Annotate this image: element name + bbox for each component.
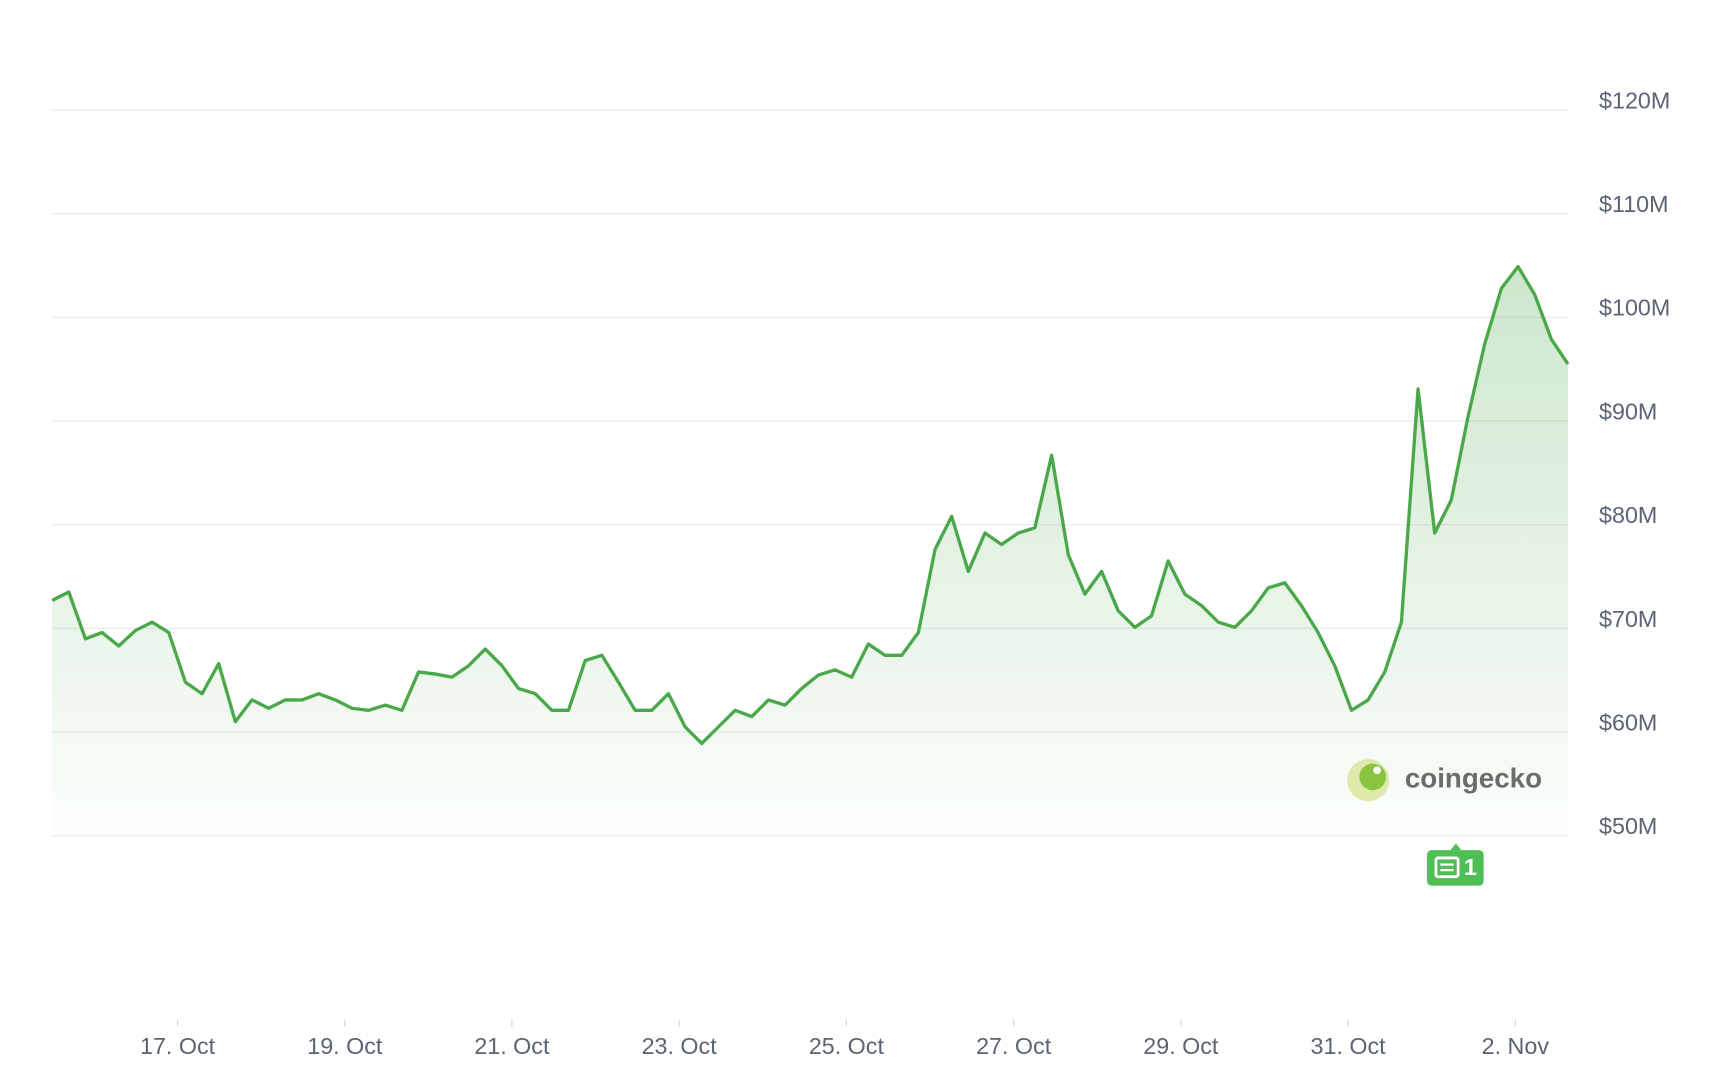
y-tick-label: $90M — [1599, 398, 1657, 424]
x-tick-label: 21. Oct — [474, 1033, 550, 1059]
x-tick-label: 31. Oct — [1311, 1033, 1387, 1059]
y-tick-label: $70M — [1599, 606, 1657, 632]
x-tick-label: 23. Oct — [642, 1033, 718, 1059]
badge-count: 1 — [1464, 854, 1477, 880]
y-tick-label: $50M — [1599, 813, 1657, 839]
y-tick-label: $60M — [1599, 709, 1657, 735]
price-line — [51, 264, 1570, 746]
x-tick-label: 29. Oct — [1143, 1033, 1219, 1059]
y-tick-label: $120M — [1599, 87, 1670, 113]
news-badge[interactable]: 1 — [1427, 843, 1484, 886]
badge-pointer — [1450, 843, 1462, 851]
badge-icon — [1434, 856, 1460, 879]
y-tick-label: $80M — [1599, 502, 1657, 528]
y-tick-label: $100M — [1599, 295, 1670, 321]
x-tick-label: 2. Nov — [1482, 1033, 1550, 1059]
area-fill — [52, 266, 1568, 836]
y-tick-label: $110M — [1599, 191, 1669, 217]
x-tick-label: 19. Oct — [307, 1033, 383, 1059]
x-tick-label: 25. Oct — [809, 1033, 885, 1059]
x-tick-label: 27. Oct — [976, 1033, 1052, 1059]
x-tick-label: 17. Oct — [140, 1033, 216, 1059]
